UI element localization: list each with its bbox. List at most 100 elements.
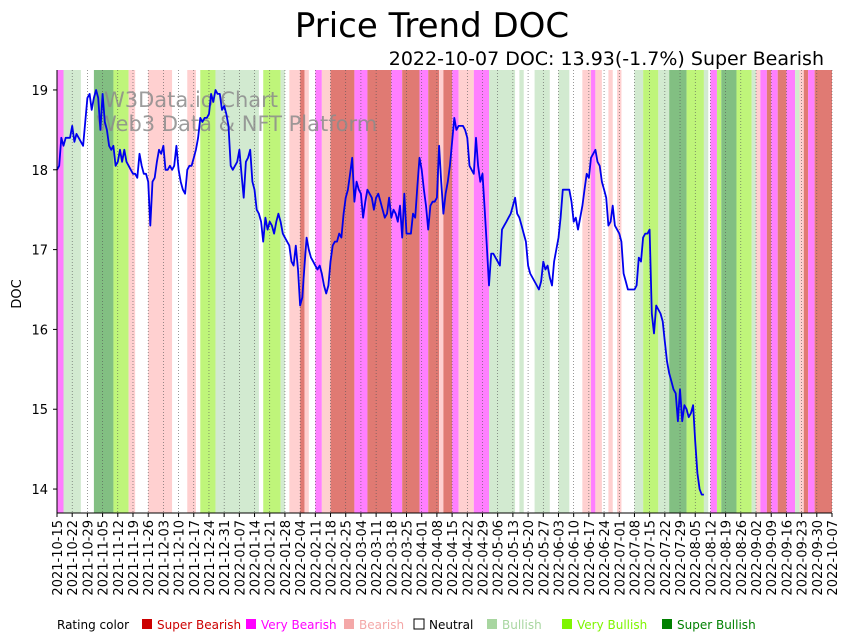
x-tick-label: 2022-09-02 xyxy=(750,520,765,596)
x-tick-label: 2022-08-26 xyxy=(735,520,750,596)
rating-band xyxy=(703,70,709,513)
legend-label: Neutral xyxy=(429,618,473,632)
x-tick-label: 2022-06-24 xyxy=(598,520,613,596)
x-tick-label: 2021-12-17 xyxy=(188,520,203,596)
rating-band xyxy=(558,70,570,513)
axes xyxy=(56,70,832,514)
y-tick-label: 15 xyxy=(31,403,48,418)
legend-swatch xyxy=(662,619,672,629)
rating-band xyxy=(187,70,196,513)
x-tick-label: 2021-12-03 xyxy=(157,520,172,596)
rating-band xyxy=(634,70,644,513)
legend-label: Super Bearish xyxy=(157,618,241,632)
rating-band xyxy=(443,70,453,513)
y-tick-label: 16 xyxy=(31,323,48,338)
x-tick-label: 2022-08-12 xyxy=(704,520,719,596)
rating-band xyxy=(721,70,737,513)
x-tick-label: 2022-06-10 xyxy=(568,520,583,596)
rating-band xyxy=(280,70,285,513)
x-tick-label: 2021-11-12 xyxy=(112,520,127,596)
x-tick-label: 2022-03-04 xyxy=(355,520,370,596)
legend-swatch xyxy=(246,619,256,629)
legend-swatch xyxy=(344,619,354,629)
rating-band xyxy=(200,70,216,513)
x-tick-label: 2022-03-11 xyxy=(370,520,385,596)
legend-label: Bearish xyxy=(359,618,404,632)
x-tick-label: 2022-08-19 xyxy=(720,520,735,596)
x-tick-label: 2022-04-01 xyxy=(416,520,431,596)
rating-band xyxy=(710,70,717,513)
x-tick-label: 2022-01-07 xyxy=(233,520,248,596)
rating-band xyxy=(766,70,772,513)
rating-band xyxy=(795,70,800,513)
x-tick-label: 2021-12-24 xyxy=(203,520,218,596)
rating-band xyxy=(716,70,722,513)
rating-band xyxy=(354,70,368,513)
rating-band xyxy=(814,70,832,513)
x-tick-label: 2022-10-07 xyxy=(826,520,841,596)
rating-bands xyxy=(57,70,832,513)
rating-band xyxy=(93,70,114,513)
rating-band xyxy=(591,70,596,513)
rating-band xyxy=(428,70,440,513)
rating-band xyxy=(760,70,767,513)
x-tick-label: 2022-03-18 xyxy=(385,520,400,596)
rating-band xyxy=(686,70,704,513)
rating-band xyxy=(786,70,796,513)
rating-band xyxy=(669,70,687,513)
price-line xyxy=(56,89,704,496)
x-tick-label: 2022-04-08 xyxy=(431,520,446,596)
x-tick-label: 2022-05-13 xyxy=(507,520,522,596)
legend-swatch xyxy=(142,619,152,629)
legend-swatch xyxy=(562,619,572,629)
x-tick-label: 2021-10-22 xyxy=(66,520,81,596)
rating-band xyxy=(489,70,516,513)
x-tick-label: 2022-09-09 xyxy=(765,520,780,596)
x-tick-label: 2022-01-14 xyxy=(249,520,264,596)
legend-swatch xyxy=(413,618,425,630)
x-tick-label: 2022-01-28 xyxy=(279,520,294,596)
legend-label: Super Bullish xyxy=(677,618,756,632)
rating-band xyxy=(534,70,550,513)
x-tick-label: 2022-04-29 xyxy=(476,520,491,596)
x-tick-label: 2022-07-22 xyxy=(659,520,674,596)
chart-subtitle: 2022-10-07 DOC: 13.93(-1.7%) Super Beari… xyxy=(389,48,824,70)
y-tick-label: 14 xyxy=(31,483,48,498)
rating-band xyxy=(658,70,670,513)
legend-swatch xyxy=(487,619,497,629)
x-tick-label: 2022-09-16 xyxy=(780,520,795,596)
rating-band xyxy=(330,70,355,513)
x-tick-label: 2022-03-25 xyxy=(401,520,416,596)
y-axis-label: DOC xyxy=(10,279,25,308)
x-tick-label: 2021-12-31 xyxy=(218,520,233,596)
x-tick-label: 2022-02-04 xyxy=(294,520,309,596)
x-tick-label: 2022-06-17 xyxy=(583,520,598,596)
x-tick-label: 2022-05-06 xyxy=(492,520,507,596)
y-tick-label: 18 xyxy=(31,164,48,179)
y-tick-label: 17 xyxy=(31,244,48,259)
x-tick-label: 2022-09-30 xyxy=(811,520,826,596)
x-tick-label: 2022-07-29 xyxy=(674,520,689,596)
rating-band xyxy=(289,70,301,513)
x-tick-label: 2022-02-11 xyxy=(309,520,324,596)
x-tick-label: 2022-06-03 xyxy=(552,520,567,596)
rating-band xyxy=(808,70,815,513)
x-tick-label: 2022-04-15 xyxy=(446,520,461,596)
rating-band xyxy=(263,70,281,513)
watermark: W3Data.io Chart Web3 Data & NFT Platform xyxy=(96,88,377,136)
price-series xyxy=(56,89,704,496)
rating-band xyxy=(113,70,129,513)
rating-band xyxy=(777,70,787,513)
chart-title: Price Trend DOC xyxy=(295,6,569,46)
legend-label: Bullish xyxy=(502,618,542,632)
rating-band xyxy=(799,70,804,513)
legend-label: Very Bearish xyxy=(261,618,337,632)
rating-legend: Rating color Super Bearish Very Bearish Bea… xyxy=(57,618,756,632)
rating-band xyxy=(439,70,444,513)
watermark-line-2: Web3 Data & NFT Platform xyxy=(96,112,377,136)
rating-band xyxy=(595,70,602,513)
x-tick-label: 2022-05-27 xyxy=(537,520,552,596)
x-tick-label: 2021-11-19 xyxy=(127,520,142,596)
x-tick-label: 2022-07-01 xyxy=(613,520,628,596)
